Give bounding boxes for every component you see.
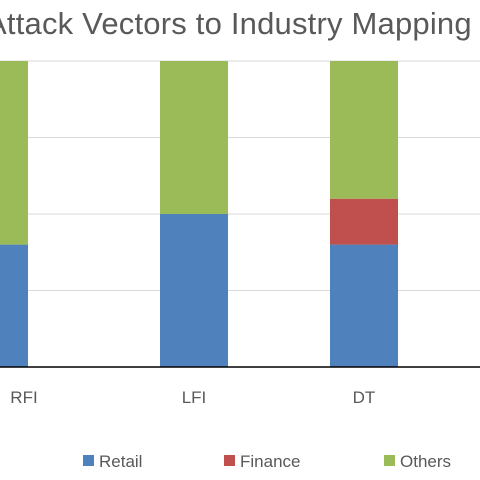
- legend-label: Finance: [240, 452, 300, 471]
- bar-dt-finance: [330, 198, 398, 245]
- bar-dt-others: [330, 61, 398, 199]
- legend-swatch: [224, 455, 235, 466]
- bar-lfi-others: [160, 61, 228, 214]
- bar-rfi-others: [0, 61, 28, 245]
- x-tick-labels: RFI LFI DT: [10, 388, 375, 407]
- bar-rfi-retail: [0, 244, 28, 367]
- legend[interactable]: Retail Finance Others: [83, 452, 451, 471]
- x-tick-label-lfi: LFI: [182, 388, 207, 407]
- bar-lfi-retail: [160, 214, 228, 367]
- bars: [0, 61, 398, 367]
- legend-item-finance[interactable]: Finance: [224, 452, 300, 471]
- legend-label: Others: [400, 452, 451, 471]
- legend-swatch: [384, 455, 395, 466]
- x-tick-label-rfi: RFI: [10, 388, 37, 407]
- x-tick-label-dt: DT: [353, 388, 376, 407]
- legend-swatch: [83, 455, 94, 466]
- chart-title: Attack Vectors to Industry Mapping: [0, 6, 472, 41]
- legend-item-others[interactable]: Others: [384, 452, 451, 471]
- legend-label: Retail: [99, 452, 142, 471]
- bar-dt-retail: [330, 244, 398, 367]
- gridlines: [0, 60, 480, 291]
- legend-item-retail[interactable]: Retail: [83, 452, 142, 471]
